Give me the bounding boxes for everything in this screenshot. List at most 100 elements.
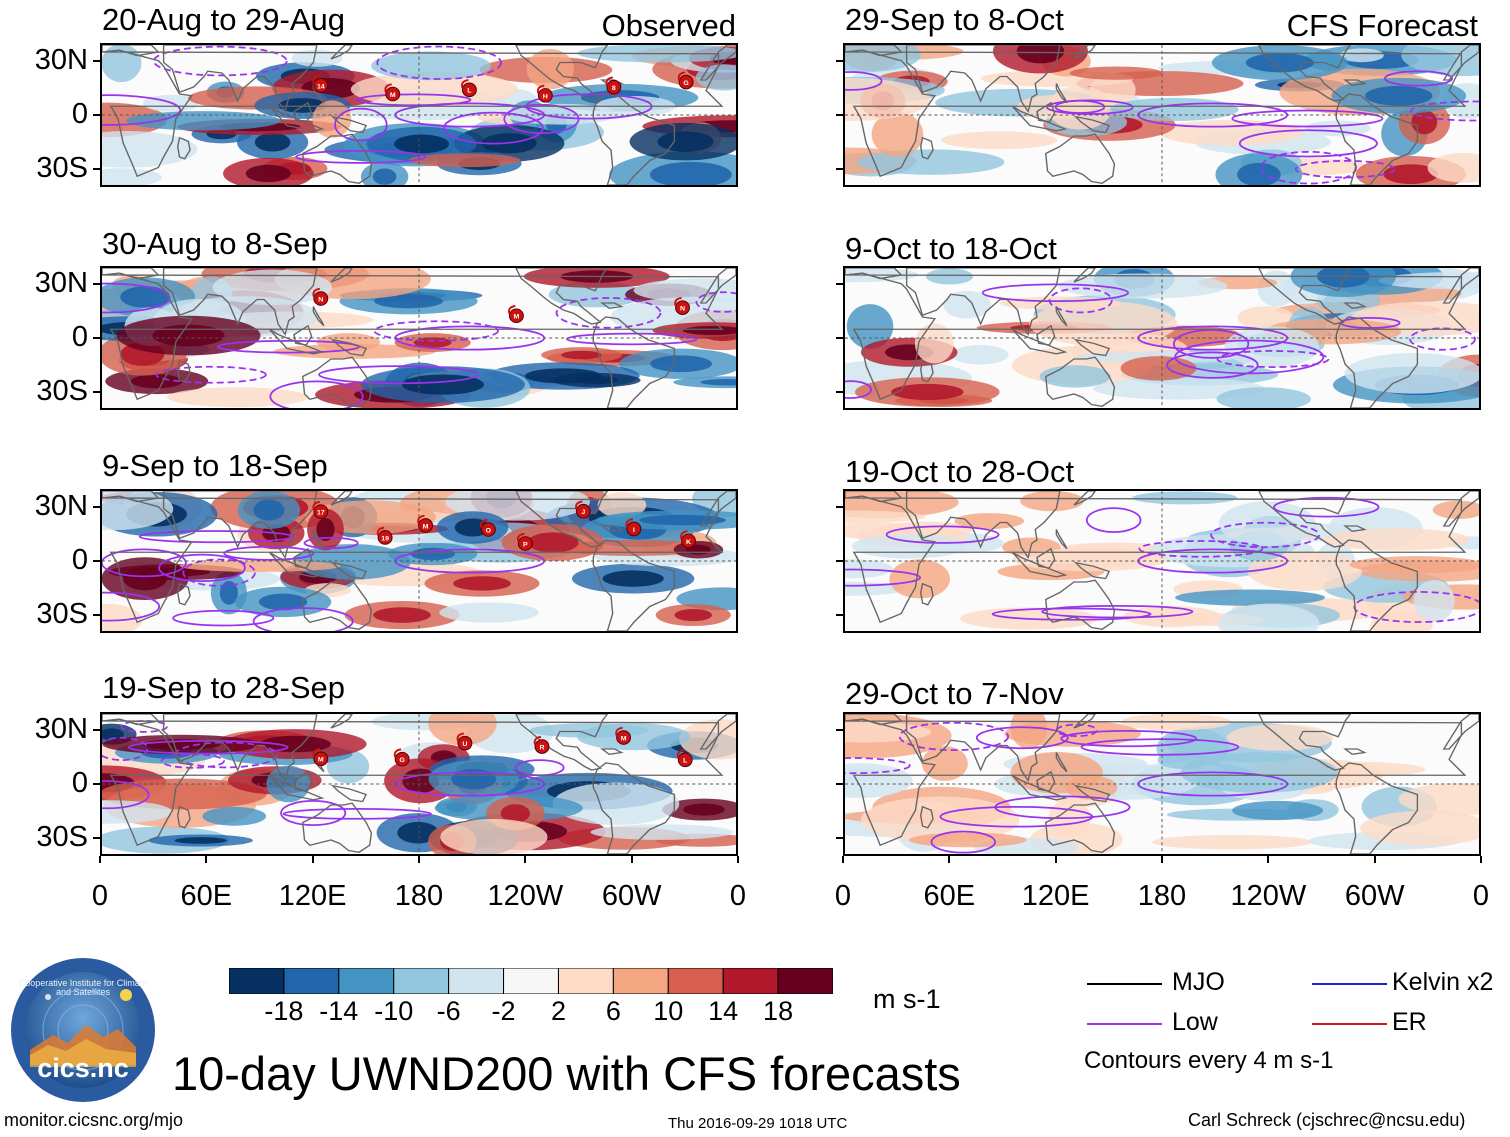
storm-label: 19 xyxy=(381,535,389,542)
lon-tick xyxy=(205,856,208,863)
coastline xyxy=(293,770,313,792)
low-contour xyxy=(1409,100,1479,122)
coastline xyxy=(268,551,325,578)
storm-marker: 14 xyxy=(312,74,329,93)
colorbar-swatch xyxy=(283,967,340,995)
storm-marker: N xyxy=(674,296,690,315)
coastline xyxy=(905,45,1061,114)
coastline xyxy=(1073,338,1111,357)
low-contour xyxy=(845,71,883,91)
storm-label: R xyxy=(540,745,545,752)
coastline xyxy=(330,561,368,580)
coastline xyxy=(1073,268,1096,283)
low-contour xyxy=(102,591,161,622)
storm-label: P xyxy=(523,541,528,548)
storm-marker: N xyxy=(312,287,329,306)
low-contour xyxy=(373,320,499,342)
storm-label: 14 xyxy=(317,83,325,90)
coastline xyxy=(102,714,160,726)
coastline xyxy=(920,359,934,383)
coastline xyxy=(1442,268,1479,304)
low-contour xyxy=(565,332,698,346)
lon-label: 120W xyxy=(487,880,564,912)
main-title: 10-day UWND200 with CFS forecasts xyxy=(172,1047,961,1100)
lon-label: 0 xyxy=(1472,880,1490,912)
low-contour xyxy=(295,150,427,164)
coastline xyxy=(330,268,353,283)
lat-label: 30S xyxy=(36,821,88,853)
lon-label: 60W xyxy=(1344,880,1405,912)
coastline xyxy=(592,316,676,408)
lat-tick xyxy=(93,168,100,170)
coastline xyxy=(1055,306,1068,327)
coastline xyxy=(600,525,624,532)
lon-tick xyxy=(524,856,527,863)
low-contour xyxy=(1383,70,1453,87)
coastline xyxy=(1044,579,1116,630)
colorbar-swatch xyxy=(228,967,285,995)
coastline xyxy=(1343,748,1367,755)
storm-label: U xyxy=(462,741,467,748)
footer-url[interactable]: monitor.cicsnc.org/mjo xyxy=(4,1110,184,1130)
anomaly-map: M G U R M L xyxy=(102,714,736,854)
low-contour xyxy=(223,545,315,561)
colorbar-swatch xyxy=(393,967,450,995)
lat-label: 30S xyxy=(36,598,88,630)
legend-line-low xyxy=(1087,1023,1162,1025)
coastline xyxy=(268,105,325,132)
coastline xyxy=(1073,561,1111,580)
anomaly-map xyxy=(845,714,1479,854)
storm-marker: R xyxy=(533,735,550,754)
storm-label: K xyxy=(686,539,691,546)
storm-marker: M xyxy=(384,83,401,102)
colorbar-swatch xyxy=(777,967,834,995)
legend-label-mjo: MJO xyxy=(1172,968,1225,996)
legend-line-kelvin xyxy=(1312,983,1387,985)
coastline xyxy=(312,529,325,550)
low-contour xyxy=(930,830,996,854)
lon-tick xyxy=(1267,856,1270,863)
low-contour xyxy=(152,45,288,77)
panel-title-obs-2: 30-Aug to 8-Sep xyxy=(102,226,328,261)
coastline xyxy=(293,324,313,346)
lon-tick xyxy=(630,856,633,863)
lat-label: 30N xyxy=(34,713,88,745)
coastline xyxy=(920,582,934,606)
coastline xyxy=(699,491,736,527)
footer-author: Carl Schreck (cjschrec@ncsu.edu) xyxy=(1188,1110,1466,1130)
coastline xyxy=(1343,79,1367,86)
lat-tick xyxy=(836,168,843,170)
coastline xyxy=(699,268,736,304)
colorbar-swatch xyxy=(338,967,395,995)
coastline xyxy=(845,491,903,503)
coastline xyxy=(845,714,903,726)
storm-marker: G xyxy=(393,748,410,767)
lon-tick xyxy=(1480,856,1482,863)
lat-tick xyxy=(836,506,843,508)
coastline xyxy=(177,582,191,606)
coastline xyxy=(1442,491,1479,527)
coastline xyxy=(1055,83,1068,104)
low-contour xyxy=(102,94,182,126)
storm-marker: K xyxy=(680,530,696,549)
footer-timestamp: Thu 2016-09-29 1018 UTC xyxy=(668,1115,848,1132)
forecast-label: CFS Forecast xyxy=(1286,8,1478,43)
low-contour xyxy=(120,720,168,733)
forecast-map-panel-4 xyxy=(843,712,1481,856)
lat-tick xyxy=(93,337,100,339)
coastline xyxy=(1036,324,1056,346)
colorbar-tick-label: -2 xyxy=(491,996,516,1026)
coastline xyxy=(1073,115,1111,134)
coastline xyxy=(1258,45,1352,102)
low-contour xyxy=(1138,540,1264,558)
lat-tick xyxy=(93,391,100,393)
storm-label: G xyxy=(683,80,688,87)
lat-label: 0 xyxy=(71,767,88,799)
lon-label: 120E xyxy=(1021,880,1090,912)
low-contour xyxy=(102,780,150,810)
panel-title-obs-3: 9-Sep to 18-Sep xyxy=(102,448,328,483)
coastline xyxy=(1044,133,1116,184)
lon-tick xyxy=(99,856,101,863)
coastline xyxy=(905,714,1061,783)
lon-label: 60E xyxy=(923,880,976,912)
